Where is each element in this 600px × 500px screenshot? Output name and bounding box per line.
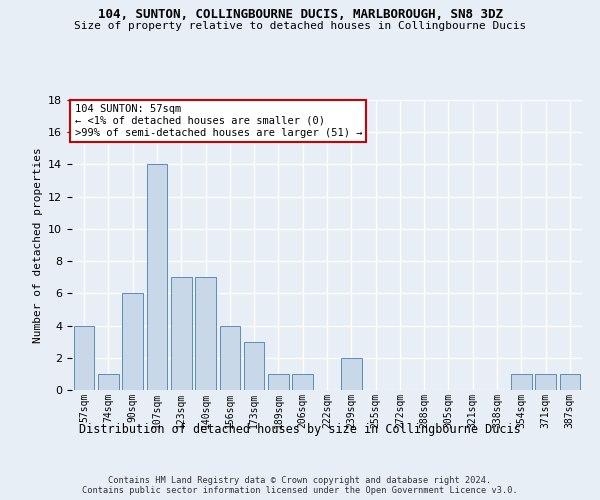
Bar <box>535 374 556 390</box>
Text: Distribution of detached houses by size in Collingbourne Ducis: Distribution of detached houses by size … <box>79 422 521 436</box>
Bar <box>511 374 532 390</box>
Bar <box>292 374 313 390</box>
Bar <box>195 277 216 390</box>
Bar <box>74 326 94 390</box>
Bar <box>268 374 289 390</box>
Bar <box>341 358 362 390</box>
Text: Size of property relative to detached houses in Collingbourne Ducis: Size of property relative to detached ho… <box>74 21 526 31</box>
Text: Contains HM Land Registry data © Crown copyright and database right 2024.
Contai: Contains HM Land Registry data © Crown c… <box>82 476 518 495</box>
Bar <box>244 342 265 390</box>
Text: 104, SUNTON, COLLINGBOURNE DUCIS, MARLBOROUGH, SN8 3DZ: 104, SUNTON, COLLINGBOURNE DUCIS, MARLBO… <box>97 8 503 20</box>
Y-axis label: Number of detached properties: Number of detached properties <box>32 147 43 343</box>
Bar <box>220 326 240 390</box>
Bar <box>98 374 119 390</box>
Text: 104 SUNTON: 57sqm
← <1% of detached houses are smaller (0)
>99% of semi-detached: 104 SUNTON: 57sqm ← <1% of detached hous… <box>74 104 362 138</box>
Bar <box>560 374 580 390</box>
Bar <box>122 294 143 390</box>
Bar <box>171 277 191 390</box>
Bar <box>146 164 167 390</box>
